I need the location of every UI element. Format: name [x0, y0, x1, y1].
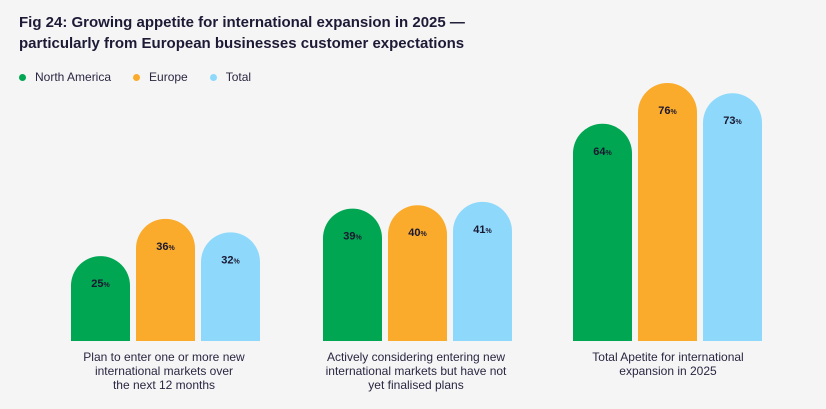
category-label-line: yet finalised plans — [368, 378, 464, 392]
bar-europe-group-2 — [388, 205, 447, 341]
bar-north-america-group-1 — [71, 256, 130, 341]
legend-label-total: Total — [225, 70, 252, 84]
legend-swatch-europe — [133, 73, 141, 81]
bar-north-america-group-2 — [323, 208, 382, 341]
legend-label-north-america: North America — [35, 70, 112, 84]
bar-total-group-2 — [453, 201, 512, 341]
category-label-line: the next 12 months — [112, 378, 216, 392]
data-label-north-america-group-1: 25% — [91, 278, 110, 290]
data-label-europe-group-1: 36% — [156, 241, 175, 253]
chart-title-line-2: particularly from European businesses cu… — [19, 35, 465, 52]
category-label-actively-considering: Actively considering entering new intern… — [306, 350, 526, 392]
data-label-north-america-group-2: 39% — [343, 231, 362, 243]
legend-item-north-america: North America — [19, 70, 111, 84]
bar-europe-group-1 — [136, 218, 195, 341]
category-label-line: Total Apetite for international — [592, 350, 744, 364]
category-label-line: international markets but have not — [325, 364, 507, 378]
category-label-plan-to-enter: Plan to enter one or more new internatio… — [54, 350, 274, 392]
legend-item-europe: Europe — [133, 70, 188, 84]
bar-total-group-1 — [201, 232, 260, 341]
category-label-total-appetite: Total Apetite for international expansio… — [558, 350, 778, 378]
data-label-europe-group-3: 76% — [658, 105, 677, 117]
category-label-line: international markets over — [94, 364, 234, 378]
category-label-line: Actively considering entering new — [326, 350, 506, 364]
bar-total-group-3 — [703, 93, 762, 341]
legend-item-total: Total — [209, 70, 252, 84]
category-label-line: expansion in 2025 — [619, 364, 717, 378]
data-label-europe-group-2: 40% — [408, 227, 427, 239]
chart-title-line-1: Fig 24: Growing appetite for internation… — [19, 14, 465, 31]
bar-europe-group-3 — [638, 83, 697, 341]
legend-swatch-total — [209, 73, 217, 81]
data-label-total-group-2: 41% — [473, 224, 492, 236]
legend-swatch-north-america — [19, 73, 26, 81]
legend-label-europe: Europe — [149, 70, 188, 84]
chart-title: Fig 24: Growing appetite for internation… — [19, 12, 465, 54]
data-label-north-america-group-3: 64% — [593, 146, 612, 158]
category-label-line: Plan to enter one or more new — [83, 350, 245, 364]
data-label-total-group-3: 73% — [723, 115, 742, 127]
data-label-total-group-1: 32% — [221, 254, 240, 266]
bar-north-america-group-3 — [573, 123, 632, 341]
legend: North America Europe Total — [19, 70, 251, 84]
